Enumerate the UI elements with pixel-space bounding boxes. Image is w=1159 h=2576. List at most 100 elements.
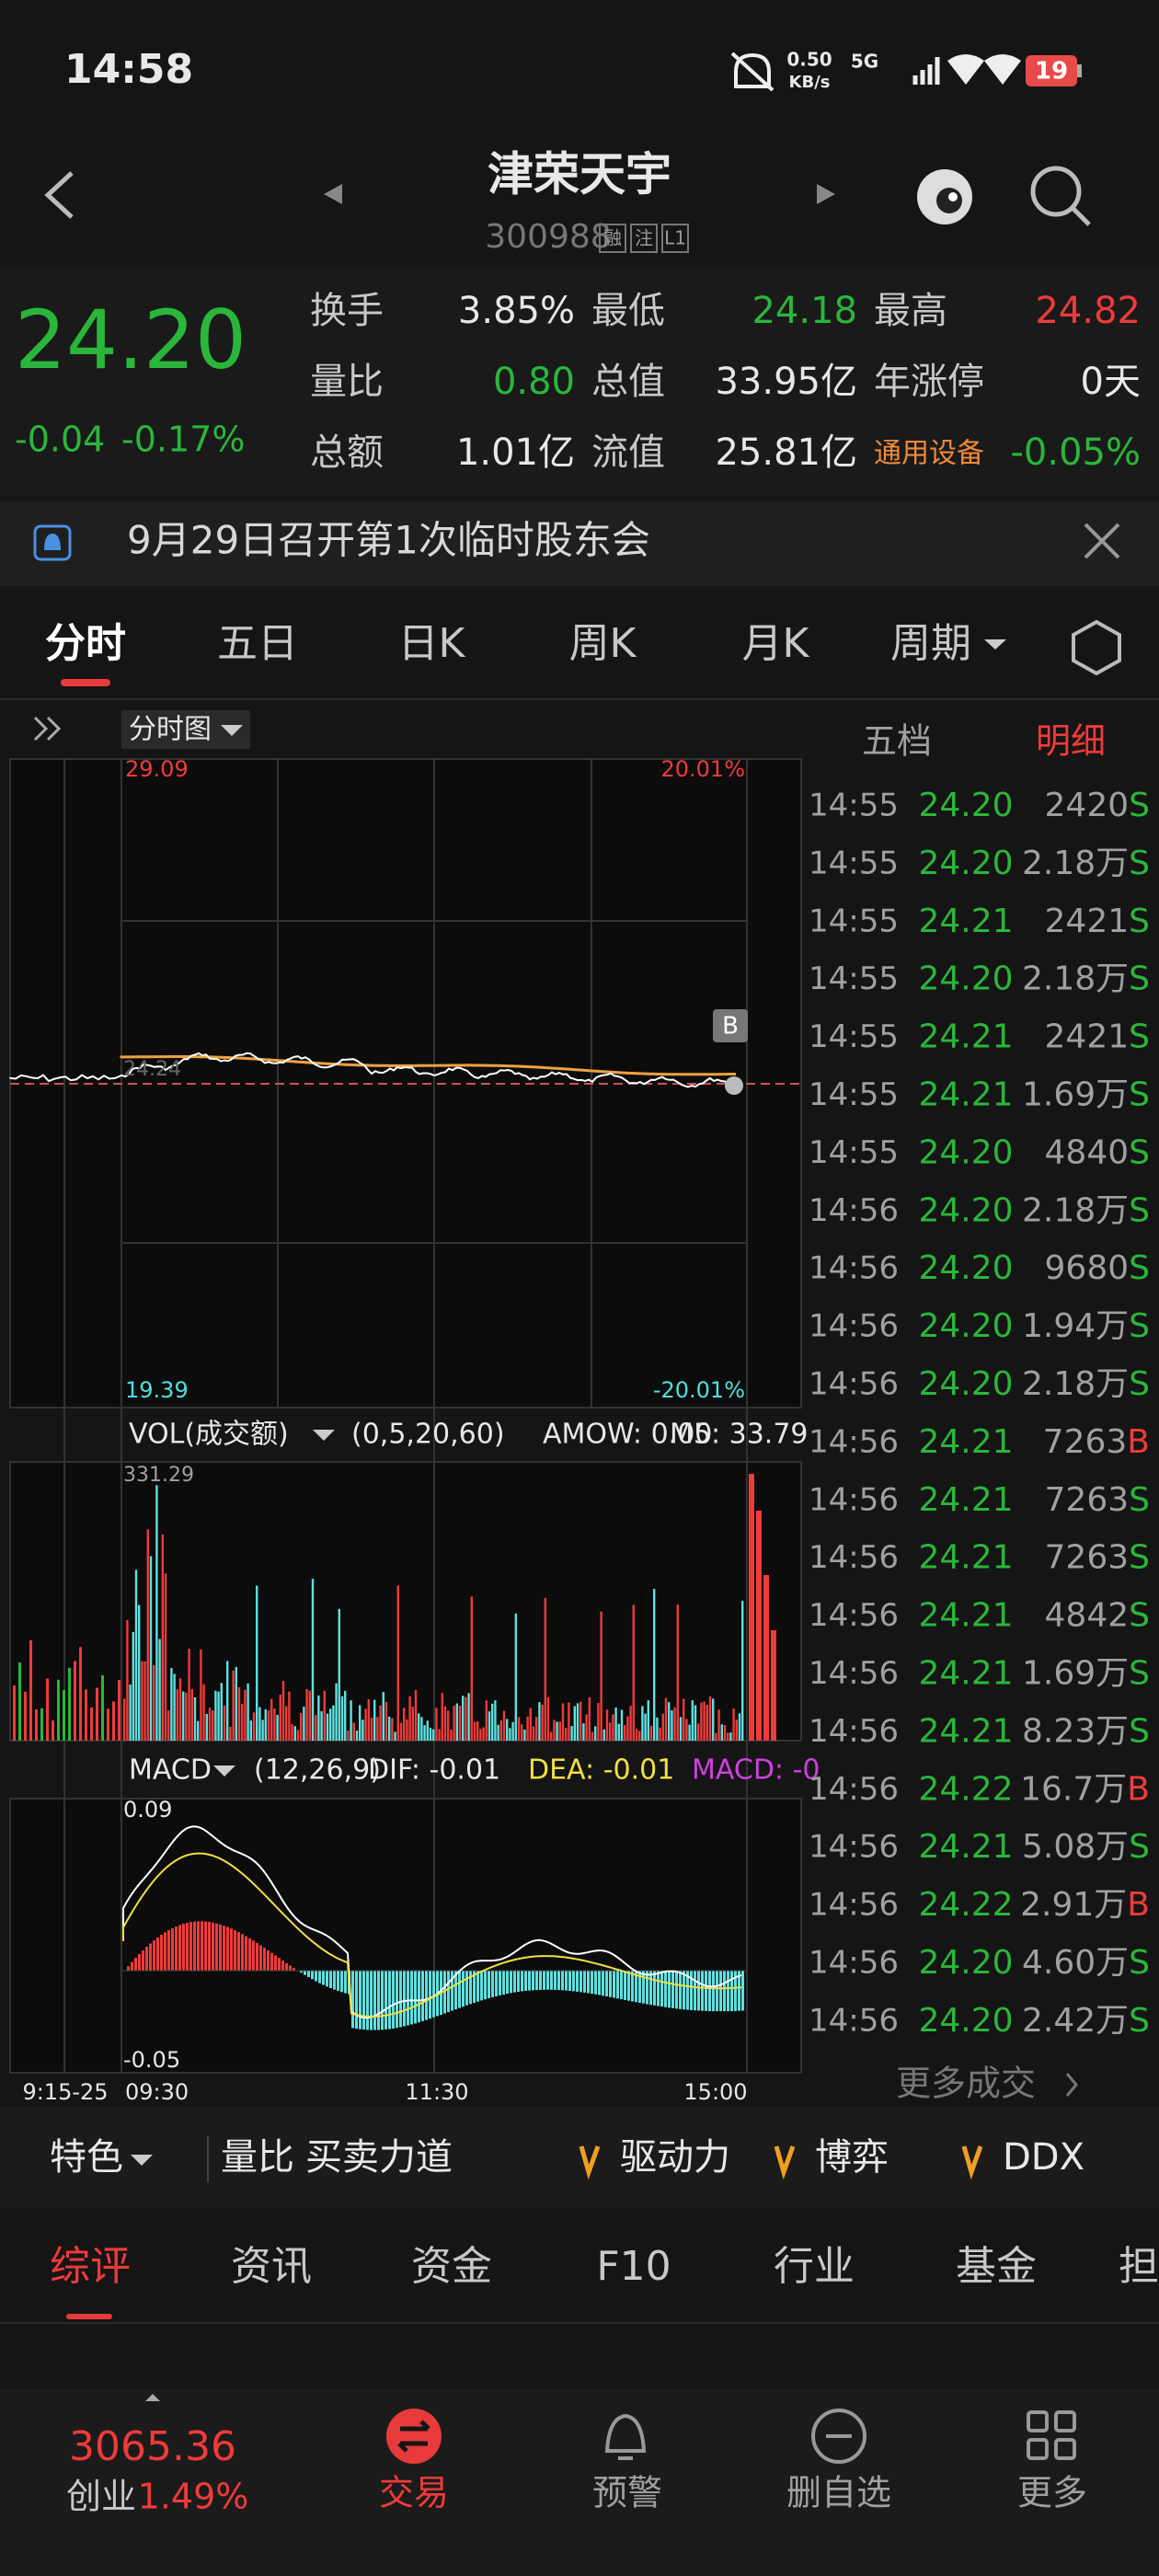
volume: 4.60万 bbox=[1022, 1944, 1129, 1982]
macd-bar bbox=[631, 1971, 634, 2002]
more-icon[interactable] bbox=[1027, 2410, 1076, 2460]
vol-bar bbox=[683, 1698, 685, 1741]
period-tab[interactable]: 分时 bbox=[45, 620, 126, 667]
vol-bar bbox=[556, 1721, 558, 1741]
vol-bar bbox=[620, 1709, 624, 1741]
settings-button[interactable] bbox=[1072, 619, 1121, 676]
vol-bar bbox=[697, 1723, 700, 1741]
vol-bar bbox=[18, 1662, 21, 1741]
nav-item[interactable]: 更多 bbox=[1017, 2473, 1087, 2513]
vol-bar bbox=[79, 1647, 82, 1741]
macd-bar bbox=[388, 1971, 391, 2030]
vol-bar bbox=[568, 1702, 570, 1741]
section-tab[interactable]: 行业 bbox=[774, 2243, 855, 2290]
macd-bar bbox=[381, 1971, 384, 2030]
macd-bar bbox=[142, 1949, 144, 1971]
back-button[interactable] bbox=[44, 171, 74, 219]
remove-icon[interactable] bbox=[811, 2409, 866, 2464]
vol-bar bbox=[155, 1485, 158, 1741]
indicator[interactable]: 特色 bbox=[50, 2136, 123, 2179]
vol-bar bbox=[553, 1719, 556, 1741]
macd-bar bbox=[458, 1971, 461, 2008]
notice-bar bbox=[0, 501, 1159, 586]
close-notice[interactable] bbox=[1084, 523, 1120, 559]
nav-item[interactable]: 交易 bbox=[379, 2473, 449, 2513]
trade-time: 14:55 bbox=[809, 1018, 899, 1055]
vol-bar bbox=[57, 1679, 60, 1741]
indicator[interactable]: 博弈 bbox=[815, 2136, 889, 2179]
volume: 2.18万 bbox=[1022, 960, 1129, 998]
trade-price: 24.22 bbox=[918, 1770, 1013, 1808]
vol-bar bbox=[626, 1716, 629, 1741]
vol-bar bbox=[24, 1691, 27, 1741]
macd-bar bbox=[646, 1971, 648, 2005]
stat-label: 最高 bbox=[874, 290, 947, 332]
trade-icon[interactable] bbox=[386, 2409, 442, 2464]
vol-bar bbox=[247, 1683, 249, 1741]
indicator[interactable]: 驱动力 bbox=[620, 2136, 730, 2179]
macd-bar bbox=[738, 1971, 740, 2011]
side: S bbox=[1129, 1712, 1150, 1750]
section-tab[interactable]: 资讯 bbox=[231, 2243, 312, 2290]
macd-bar bbox=[727, 1971, 729, 2012]
section-tab[interactable]: 综评 bbox=[50, 2243, 131, 2290]
vol-bar bbox=[426, 1720, 429, 1741]
macd-bar bbox=[278, 1958, 281, 1972]
v-badge bbox=[774, 2145, 796, 2180]
vol-bar bbox=[167, 1710, 170, 1741]
alert-icon[interactable] bbox=[604, 2413, 647, 2460]
macd-dea: DEA: -0.01 bbox=[528, 1754, 674, 1787]
vol-bar bbox=[329, 1708, 332, 1741]
period-tab[interactable]: 月K bbox=[742, 620, 810, 667]
nav-item[interactable]: 删自选 bbox=[786, 2473, 891, 2513]
more-trades[interactable]: 更多成交 bbox=[896, 2064, 1036, 2104]
vol-bar bbox=[244, 1689, 247, 1741]
period-tab[interactable]: 五日 bbox=[217, 620, 298, 667]
vol-bar bbox=[170, 1668, 173, 1741]
section-tab[interactable]: 担 bbox=[1119, 2243, 1159, 2290]
macd-bar bbox=[219, 1924, 222, 1971]
trade-price: 24.20 bbox=[918, 787, 1013, 824]
vol-bar bbox=[232, 1670, 235, 1741]
macd-bar bbox=[208, 1922, 211, 1971]
period-tab[interactable]: 周K bbox=[569, 620, 637, 667]
vol-bar bbox=[355, 1731, 359, 1741]
period-tab[interactable]: 周期 bbox=[890, 620, 971, 667]
trade-time: 14:56 bbox=[809, 1481, 899, 1518]
trade-tab[interactable]: 五档 bbox=[862, 721, 932, 762]
chart-select-caret bbox=[221, 725, 243, 736]
vol-bar bbox=[420, 1717, 423, 1741]
prev-stock[interactable] bbox=[324, 184, 342, 204]
macd-bar bbox=[241, 1934, 244, 1972]
macd-bar bbox=[730, 1971, 733, 2011]
indicator[interactable]: 量比 bbox=[221, 2136, 294, 2179]
trade-price: 24.20 bbox=[918, 1191, 1013, 1229]
vol-bar bbox=[541, 1704, 544, 1741]
vol-bar bbox=[332, 1705, 335, 1741]
vol-bar bbox=[488, 1711, 491, 1741]
indicator[interactable]: DDX bbox=[1003, 2136, 1084, 2179]
expand-button[interactable] bbox=[33, 716, 62, 742]
trade-volume: 7263S bbox=[1045, 1539, 1150, 1577]
vol-bar bbox=[229, 1727, 232, 1741]
vol-bar bbox=[600, 1611, 602, 1741]
section-tab[interactable]: 资金 bbox=[411, 2243, 492, 2290]
next-stock[interactable] bbox=[817, 184, 835, 204]
macd-bar bbox=[370, 1971, 373, 2030]
side: S bbox=[1129, 903, 1150, 940]
vol-bar bbox=[406, 1719, 408, 1741]
dea-line bbox=[122, 1852, 742, 2018]
side: B bbox=[1127, 1886, 1150, 1924]
mascot-icon[interactable] bbox=[917, 169, 972, 224]
section-tab[interactable]: F10 bbox=[596, 2243, 671, 2290]
search-button[interactable] bbox=[1030, 166, 1091, 226]
vol-bar bbox=[418, 1713, 420, 1741]
indicator[interactable]: 买卖力道 bbox=[305, 2136, 453, 2179]
vol-bar bbox=[340, 1696, 344, 1741]
macd-bar bbox=[182, 1924, 185, 1971]
trade-tab[interactable]: 明细 bbox=[1036, 721, 1106, 762]
nav-item[interactable]: 预警 bbox=[592, 2473, 662, 2513]
period-tab[interactable]: 日K bbox=[398, 620, 466, 667]
section-tab[interactable]: 基金 bbox=[956, 2243, 1037, 2290]
vol-max: 331.29 bbox=[123, 1464, 194, 1487]
